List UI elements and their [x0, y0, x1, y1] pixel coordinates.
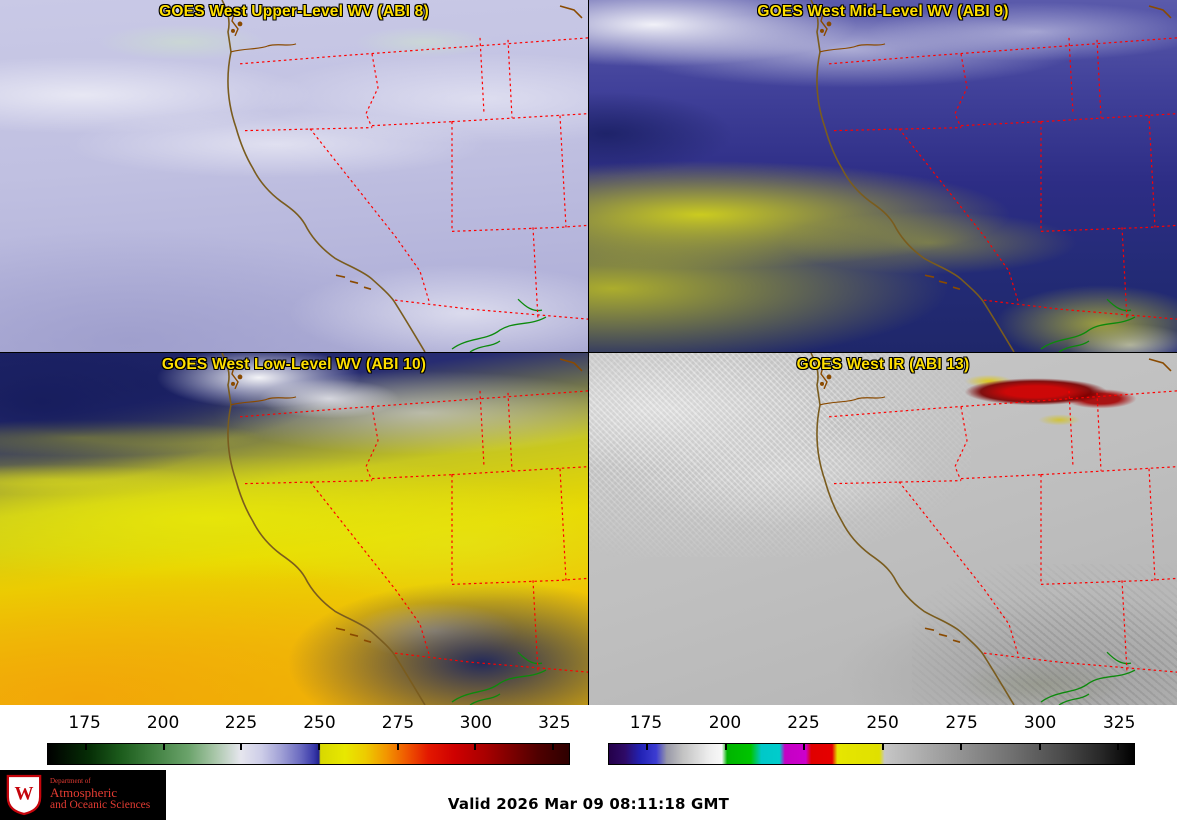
colorbar-tick: [645, 744, 648, 750]
colorbar-tick-label: 325: [538, 713, 571, 733]
colorbar-tick-label: 200: [146, 713, 180, 733]
colorbar-tick: [1117, 744, 1120, 750]
colorbar-tick: [802, 744, 805, 750]
logo-dept-line: Department of: [50, 777, 91, 786]
colorbar-tick: [881, 744, 884, 750]
colorbar-tick-label: 225: [787, 713, 820, 733]
colorbar-tick: [84, 744, 87, 750]
colorbar-tick: [724, 744, 727, 750]
colorbar-tick-label: 175: [68, 713, 101, 733]
colorbar-row: 175 200 225 250 275 300 325 175 20: [0, 705, 1177, 770]
colorbar-tick: [474, 744, 477, 750]
colorbar-tick: [396, 744, 399, 750]
colorbar-tick-label: 300: [459, 713, 493, 733]
ir-colorbar-group: 175 200 225 250 275 300 325: [608, 711, 1135, 767]
map-overlay: [0, 0, 588, 352]
map-overlay: [0, 353, 588, 705]
colorbar-tick-label: 250: [866, 713, 899, 733]
colorbar-tick-label: 300: [1023, 713, 1057, 733]
logo-line-atmospheric: Atmospheric: [50, 784, 118, 800]
satellite-panel-upper-wv: GOES West Upper-Level WV (ABI 8): [0, 0, 588, 352]
colorbar-tick: [318, 744, 321, 750]
panel-title-upper-wv: GOES West Upper-Level WV (ABI 8): [159, 3, 429, 20]
panel-title-ir: GOES West IR (ABI 13): [796, 356, 970, 373]
wv-colorbar: [47, 743, 570, 765]
cloud-speckle-texture: [912, 564, 1177, 705]
colorbar-tick-label: 325: [1102, 713, 1136, 733]
uw-aos-logo: W Department of Atmospheric and Oceanic …: [0, 770, 166, 820]
panel-title-low-wv: GOES West Low-Level WV (ABI 10): [161, 356, 427, 373]
colorbar-tick: [960, 744, 963, 750]
cloud-speckle-texture: [589, 353, 972, 558]
wv-colorbar-labels: 175 200 225 250 275 300 325: [47, 713, 570, 735]
colorbar-tick: [240, 744, 243, 750]
map-overlay: [589, 0, 1177, 352]
svg-text:W: W: [15, 784, 34, 805]
ir-colorbar: [608, 743, 1135, 765]
colorbar-tick-label: 175: [629, 713, 663, 733]
satellite-panel-mid-wv: GOES West Mid-Level WV (ABI 9): [589, 0, 1177, 352]
colorbar-tick-label: 225: [224, 713, 258, 733]
colorbar-tick-label: 250: [303, 713, 336, 733]
colorbar-tick: [1038, 744, 1041, 750]
logo-text: Department of Atmospheric and Oceanic Sc…: [50, 777, 151, 812]
satellite-panel-low-wv: GOES West Low-Level WV (ABI 10): [0, 353, 588, 705]
colorbar-tick-label: 275: [945, 713, 978, 733]
colorbar-tick-label: 275: [381, 713, 415, 733]
map-overlay: [589, 353, 1177, 705]
ir-colorbar-labels: 175 200 225 250 275 300 325: [608, 713, 1136, 735]
wv-colorbar-group: 175 200 225 250 275 300 325: [47, 711, 571, 767]
valid-timestamp: Valid 2026 Mar 09 08:11:18 GMT: [447, 795, 730, 813]
satellite-panel-ir: GOES West IR (ABI 13): [589, 353, 1177, 705]
uw-crest-icon: W: [6, 774, 42, 816]
panel-title-mid-wv: GOES West Mid-Level WV (ABI 9): [757, 3, 1009, 20]
panel-grid: GOES West Upper-Level WV (ABI 8) GOES We…: [0, 0, 1177, 705]
colorbar-tick-label: 200: [708, 713, 742, 733]
colorbar-tick: [162, 744, 165, 750]
colorbar-tick: [552, 744, 555, 750]
logo-line-oceanic: and Oceanic Sciences: [50, 799, 151, 812]
